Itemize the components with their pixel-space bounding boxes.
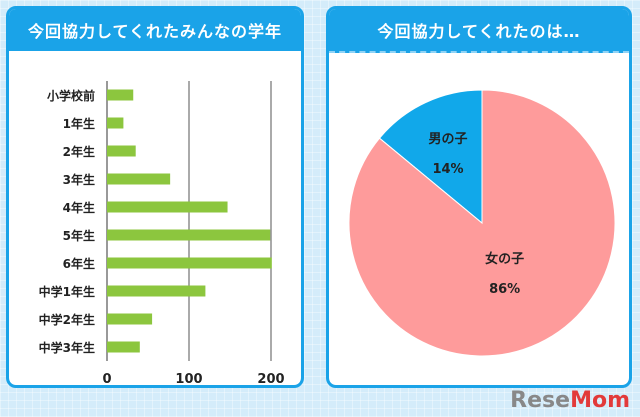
bar-8 <box>107 313 153 325</box>
pie-chart-title: 今回協力してくれたのは… <box>329 9 629 53</box>
category-label: 6年生 <box>63 256 95 271</box>
category-label: 1年生 <box>63 116 95 131</box>
x-tick-label: 100 <box>175 372 202 385</box>
logo-part-rese: Rese <box>510 388 571 413</box>
category-label: 5年生 <box>63 228 95 243</box>
slice-label-1: 女の子 <box>485 251 524 267</box>
category-label: 中学1年生 <box>39 284 95 299</box>
category-label: 中学2年生 <box>39 312 95 327</box>
pie-slice-1 <box>348 89 616 357</box>
bar-2 <box>107 145 136 157</box>
slice-value-0: 14% <box>432 162 463 177</box>
category-label: 2年生 <box>63 144 95 159</box>
gender-pie-chart: 男の子 14% 女の子 86% <box>348 89 616 357</box>
bar-5 <box>107 229 271 241</box>
pie-slice-0 <box>378 89 483 225</box>
category-label: 中学3年生 <box>39 340 95 355</box>
grade-bar-panel: 今回協力してくれたみんなの学年 小学校前 1年生 2年生 3年生 4年生 5年生 6年生中学… <box>6 6 304 388</box>
bar-9 <box>107 341 140 353</box>
bar-7 <box>107 285 206 297</box>
category-label: 小学校前 <box>47 88 95 103</box>
logo-part-mom: Mom <box>570 388 630 413</box>
gender-pie-panel: 今回協力してくれたのは… 男の子 14% 女の子 86% <box>326 6 632 388</box>
slice-value-1: 86% <box>489 282 520 297</box>
bar-3 <box>107 173 171 185</box>
x-tick-label: 0 <box>102 372 111 385</box>
resemom-logo: ReseMom <box>510 388 630 413</box>
category-label: 3年生 <box>63 172 95 187</box>
bar-1 <box>107 117 124 129</box>
category-label: 4年生 <box>63 200 95 215</box>
bar-chart-title: 今回協力してくれたみんなの学年 <box>9 9 301 51</box>
x-tick-label: 200 <box>257 372 284 385</box>
slice-label-0: 男の子 <box>429 132 468 147</box>
bar-6 <box>107 257 272 269</box>
bar-4 <box>107 201 228 213</box>
bar-0 <box>107 89 134 101</box>
